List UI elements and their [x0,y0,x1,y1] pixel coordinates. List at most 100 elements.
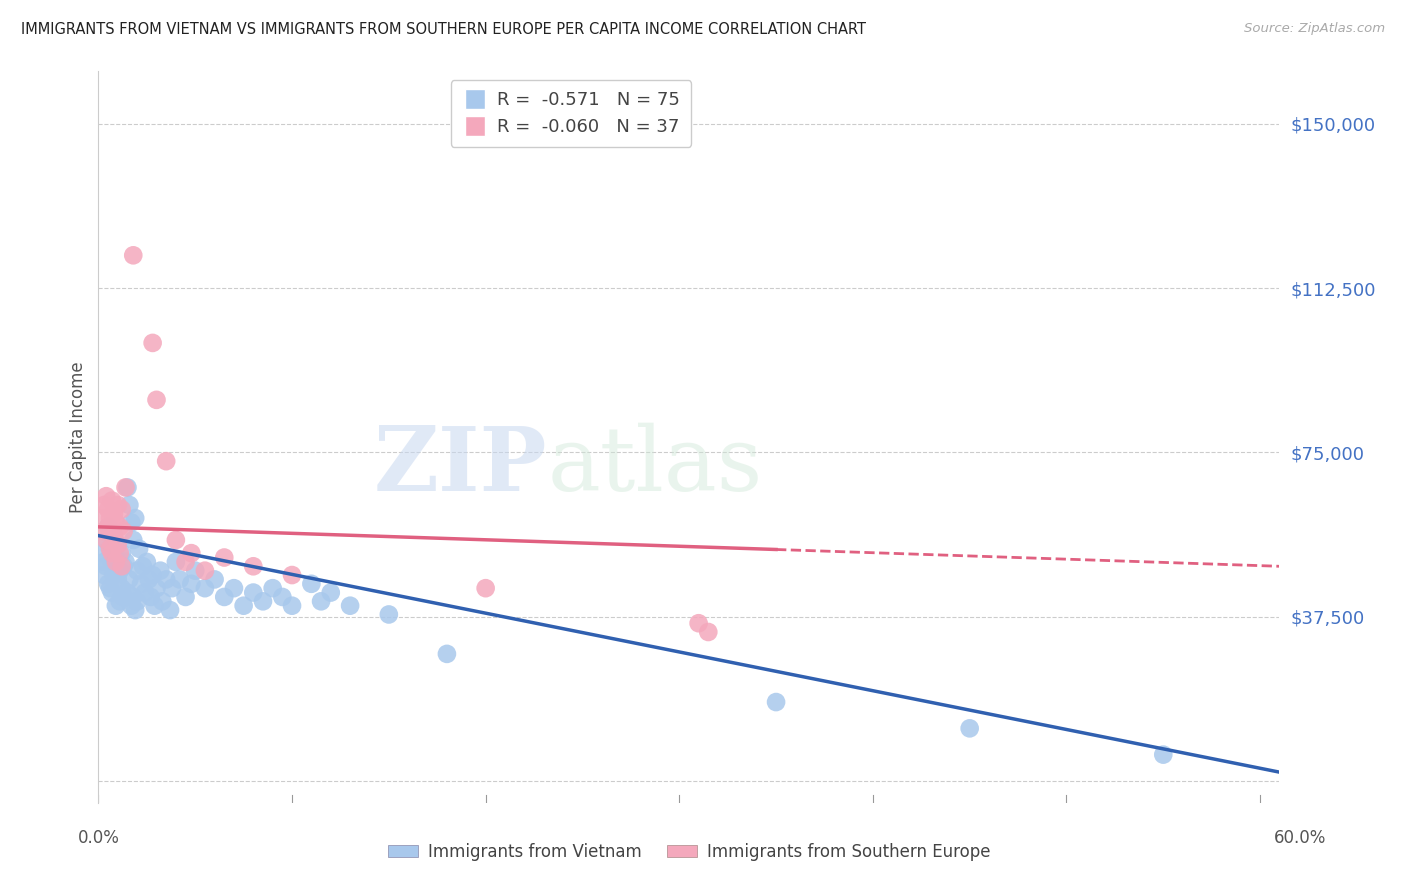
Point [124,511,146,525]
Point [93,555,115,569]
Point [281,599,304,613]
Point [1152,747,1174,762]
Point [93,524,115,539]
Point [98,511,121,525]
Point [129,576,152,591]
Point [97,520,120,534]
Point [174,555,197,569]
Point [180,546,202,560]
Point [112,524,135,539]
Point [688,616,710,631]
Point [262,581,284,595]
Point [160,581,183,595]
Point [112,559,135,574]
Point [103,568,125,582]
Point [104,516,127,530]
Point [111,559,134,574]
Point [108,520,131,534]
Point [232,599,254,613]
Point [142,335,165,350]
Point [103,507,125,521]
Point [281,568,304,582]
Point [271,590,294,604]
Point [242,585,264,599]
Point [174,590,197,604]
Point [96,533,118,547]
Point [104,599,127,613]
Point [436,647,458,661]
Point [118,498,141,512]
Point [101,555,124,569]
Point [139,590,162,604]
Point [142,568,165,582]
Point [765,695,787,709]
Point [93,498,115,512]
Point [114,480,136,494]
Point [165,533,187,547]
Point [111,581,134,595]
Point [127,564,149,578]
Point [339,599,361,613]
Point [319,585,342,599]
Point [474,581,496,595]
Point [155,454,177,468]
Point [108,594,131,608]
Point [128,541,150,556]
Y-axis label: Per Capita Income: Per Capita Income [69,361,87,513]
Text: atlas: atlas [547,423,762,510]
Point [222,581,245,595]
Point [118,573,141,587]
Point [111,546,134,560]
Point [101,493,124,508]
Point [149,564,172,578]
Point [107,537,129,551]
Point [111,502,134,516]
Point [299,576,322,591]
Point [127,594,149,608]
Point [132,559,155,574]
Point [184,564,207,578]
Point [120,516,142,530]
Point [135,555,157,569]
Point [101,546,124,560]
Point [108,564,131,578]
Point [103,528,125,542]
Point [104,555,127,569]
Point [169,573,191,587]
Point [159,603,181,617]
Point [101,585,124,599]
Point [108,546,131,560]
Point [103,528,125,542]
Point [120,599,142,613]
Point [91,511,114,525]
Point [214,590,236,604]
Point [214,550,236,565]
Text: Source: ZipAtlas.com: Source: ZipAtlas.com [1244,22,1385,36]
Point [697,625,720,640]
Point [124,603,146,617]
Point [93,568,115,582]
Point [98,541,121,556]
Point [98,541,121,556]
Point [96,559,118,574]
Point [194,564,217,578]
Point [122,533,145,547]
Legend: Immigrants from Vietnam, Immigrants from Southern Europe: Immigrants from Vietnam, Immigrants from… [381,837,997,868]
Point [155,573,177,587]
Point [117,480,139,494]
Point [114,555,136,569]
Point [97,520,120,534]
Point [138,573,160,587]
Point [97,576,120,591]
Point [122,248,145,262]
Point [107,573,129,587]
Point [96,533,118,547]
Text: ZIP: ZIP [374,423,547,510]
Text: 0.0%: 0.0% [77,829,120,847]
Text: 60.0%: 60.0% [1274,829,1327,847]
Point [91,546,114,560]
Point [252,594,274,608]
Point [959,722,981,736]
Point [122,590,145,604]
Point [242,559,264,574]
